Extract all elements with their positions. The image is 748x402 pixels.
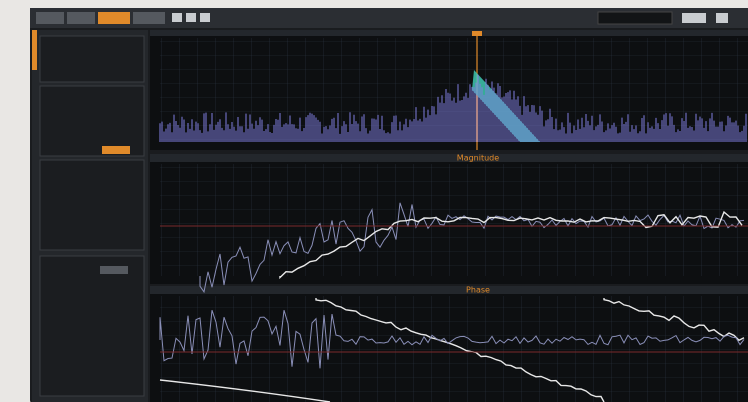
tab[interactable]: [133, 12, 165, 24]
magnitude-trace: [279, 210, 743, 280]
icon[interactable]: [186, 13, 196, 22]
icon[interactable]: [716, 13, 728, 23]
phase-trace: [159, 310, 745, 369]
tab-active[interactable]: [98, 12, 130, 24]
sidebar: [32, 30, 148, 402]
panel-title: Phase: [466, 286, 490, 295]
button[interactable]: [100, 266, 128, 274]
spectrum: [159, 74, 747, 142]
icon[interactable]: [682, 13, 706, 23]
icon[interactable]: [200, 13, 210, 22]
traces: [159, 74, 748, 402]
panel-title: Magnitude: [457, 154, 499, 163]
search-box[interactable]: [597, 11, 673, 25]
icon-folder[interactable]: [172, 13, 182, 22]
button[interactable]: [102, 146, 130, 154]
magnitude-trace: [199, 202, 745, 294]
toolbar-tabs: [36, 11, 728, 25]
tab[interactable]: [67, 12, 95, 24]
phase-trace: [315, 298, 745, 402]
phase-trace: [159, 379, 331, 402]
tab[interactable]: [36, 12, 64, 24]
